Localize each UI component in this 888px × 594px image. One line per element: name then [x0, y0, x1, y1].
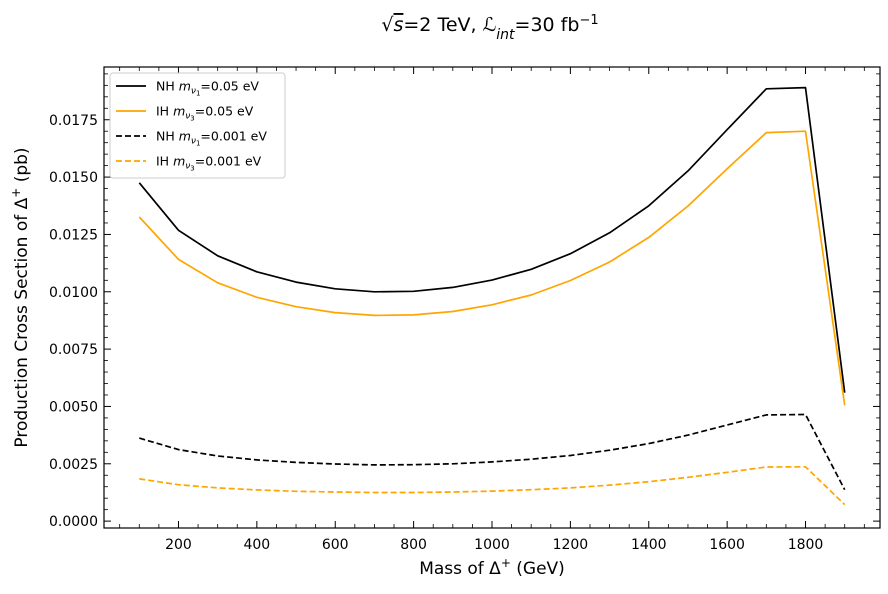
legend-label-post: =0.001 eV: [200, 129, 267, 144]
legend-label-4: IH mν3=0.001 eV: [156, 154, 262, 173]
y-tick-label: 0.0025: [49, 457, 98, 473]
x-tick-label: 600: [322, 537, 349, 553]
legend-label-sub: 3: [190, 115, 194, 123]
legend-label-nu: ν: [191, 137, 196, 147]
y-tick-label: 0.0075: [49, 342, 98, 358]
x-label-main: Mass of Δ: [419, 559, 501, 579]
y-tick-label: 0.0000: [49, 514, 98, 530]
y-axis-label-text: Production Cross Section of Δ+ (pb): [9, 147, 32, 447]
legend-box: [109, 72, 286, 179]
chart-title: √s=2 TeV, ℒint=30 fb−1: [381, 13, 598, 44]
y-label-sup: +: [9, 188, 23, 198]
legend-label-2: IH mν3=0.05 eV: [156, 104, 254, 123]
x-tick-label: 1200: [553, 537, 589, 553]
y-tick-label: 0.0125: [49, 227, 98, 243]
title-sqrt: √: [381, 14, 394, 36]
legend-label-post: =0.05 eV: [195, 104, 254, 119]
x-axis-label: Mass of Δ+ (GeV): [419, 556, 565, 579]
legend-label-nu: ν: [185, 162, 190, 172]
legend-label-1: NH mν1=0.05 eV: [156, 79, 259, 98]
axis-ticks: 200 400 600 800 1000 1200 1400 1600 1800 0.0000 0.…: [49, 67, 880, 553]
legend-label-pre: IH: [156, 104, 173, 119]
x-tick-label: 1000: [474, 537, 510, 553]
legend-label-post: =0.05 eV: [200, 79, 259, 94]
legend-label-nu: ν: [191, 87, 196, 97]
y-tick-label: 0.0050: [49, 399, 98, 415]
title-s: s: [393, 14, 403, 36]
legend-label-m: m: [173, 104, 185, 119]
legend-label-pre: NH: [156, 129, 179, 144]
x-tick-label: 1600: [709, 537, 745, 553]
legend-label-sub: 1: [196, 140, 200, 148]
series-line-1: [138, 86, 846, 393]
series-line-2: [138, 130, 846, 406]
legend-label-sub: 1: [196, 90, 200, 98]
y-tick-label: 0.0100: [49, 285, 98, 301]
legend-label-3: NH mν1=0.001 eV: [156, 129, 267, 148]
title-text: √s=2 TeV, ℒint=30 fb−1: [381, 13, 598, 44]
series-line-3: [139, 413, 846, 491]
title-energy: =2 TeV,: [403, 14, 482, 36]
legend-label-m: m: [173, 154, 185, 169]
y-axis-label: Production Cross Section of Δ+ (pb): [9, 147, 32, 447]
x-label-tail: (GeV): [511, 559, 565, 579]
series-line-4: [139, 465, 846, 506]
y-tick-label: 0.0175: [49, 113, 98, 129]
x-tick-label: 200: [165, 537, 192, 553]
title-lumi-exp: −1: [579, 13, 598, 28]
x-axis-label-text: Mass of Δ+ (GeV): [419, 556, 565, 579]
x-tick-label: 800: [400, 537, 427, 553]
legend-label-m: m: [179, 79, 191, 94]
title-lumi-symbol: ℒ: [483, 14, 497, 36]
x-tick-label: 1400: [631, 537, 667, 553]
title-lumi-sub: int: [496, 27, 515, 43]
legend-label-pre: NH: [156, 79, 179, 94]
series-group: [138, 86, 846, 506]
title-lumi-value: =30 fb: [515, 14, 580, 36]
x-label-sup: +: [501, 556, 511, 570]
legend-label-m: m: [179, 129, 191, 144]
legend-label-nu: ν: [185, 112, 190, 122]
x-tick-label: 400: [243, 537, 270, 553]
legend-label-post: =0.001 eV: [195, 154, 262, 169]
legend-label-sub: 3: [190, 165, 194, 173]
y-label-main: Production Cross Section of Δ: [12, 197, 32, 447]
y-tick-label: 0.0150: [49, 170, 98, 186]
x-tick-label: 1800: [788, 537, 824, 553]
legend-label-pre: IH: [156, 154, 173, 169]
y-label-tail: (pb): [12, 147, 32, 187]
